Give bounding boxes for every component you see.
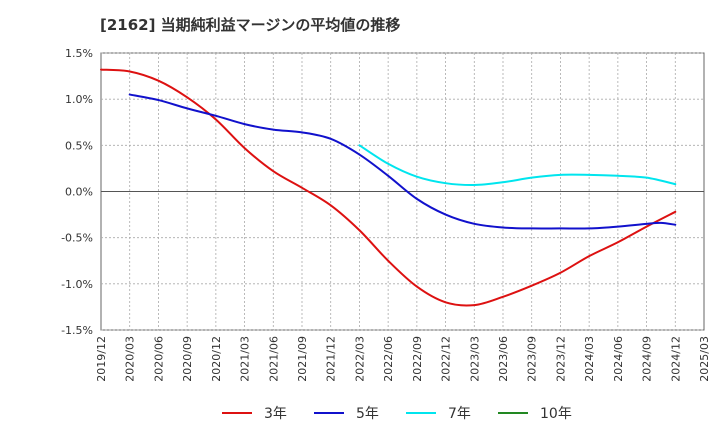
y-tick-label: -1.5% <box>61 324 93 337</box>
y-tick-label: 1.5% <box>65 47 93 60</box>
axis-layer: 1.5% 1.0% 0.5% 0.0% -0.5% -1.0% -1.5%2019/12 20… <box>61 47 711 382</box>
x-tick-label: 2021/03 <box>239 336 252 382</box>
x-tick-label: 2020/06 <box>152 336 165 382</box>
y-tick-label: 0.5% <box>65 139 93 152</box>
x-tick-label: 2022/06 <box>382 336 395 382</box>
x-tick-label: 2023/12 <box>554 336 567 382</box>
legend-entry: 7年 <box>406 406 471 422</box>
x-tick-label: 2021/09 <box>296 336 309 382</box>
x-tick-label: 2023/09 <box>526 336 539 382</box>
x-tick-label: 2023/06 <box>497 336 510 382</box>
series-line <box>128 93 677 230</box>
x-tick-label: 2021/12 <box>325 336 338 382</box>
x-tick-label: 2019/12 <box>95 336 108 382</box>
x-tick-label: 2023/03 <box>468 336 481 382</box>
legend-entry: 3年 <box>222 406 287 422</box>
x-tick-label: 2022/03 <box>353 336 366 382</box>
x-tick-label: 2022/09 <box>411 336 424 382</box>
legend-label: 3年 <box>264 406 287 422</box>
series-line <box>100 68 677 307</box>
x-tick-label: 2025/03 <box>698 336 711 382</box>
series-line <box>358 144 677 187</box>
x-tick-label: 2020/12 <box>210 336 223 382</box>
legend: 3年 5年 7年 10年 <box>222 406 572 422</box>
x-tick-label: 2024/03 <box>583 336 596 382</box>
x-tick-label: 2024/09 <box>641 336 654 382</box>
x-tick-label: 2020/03 <box>124 336 137 382</box>
x-tick-label: 2020/09 <box>181 336 194 382</box>
legend-label: 5年 <box>356 406 379 422</box>
series-layer <box>100 68 677 307</box>
grid-layer <box>101 52 704 331</box>
x-tick-label: 2022/12 <box>440 336 453 382</box>
y-tick-label: -1.0% <box>61 278 93 291</box>
chart-title: [2162] 当期純利益マージンの平均値の推移 <box>100 16 401 34</box>
x-tick-label: 2024/12 <box>669 336 682 382</box>
legend-entry: 5年 <box>314 406 379 422</box>
y-tick-label: -0.5% <box>61 232 93 245</box>
y-tick-label: 1.0% <box>65 93 93 106</box>
x-tick-label: 2024/06 <box>612 336 625 382</box>
legend-label: 7年 <box>448 406 471 422</box>
legend-entry: 10年 <box>498 406 572 422</box>
legend-label: 10年 <box>540 406 572 422</box>
y-tick-label: 0.0% <box>65 186 93 199</box>
x-tick-label: 2021/06 <box>267 336 280 382</box>
